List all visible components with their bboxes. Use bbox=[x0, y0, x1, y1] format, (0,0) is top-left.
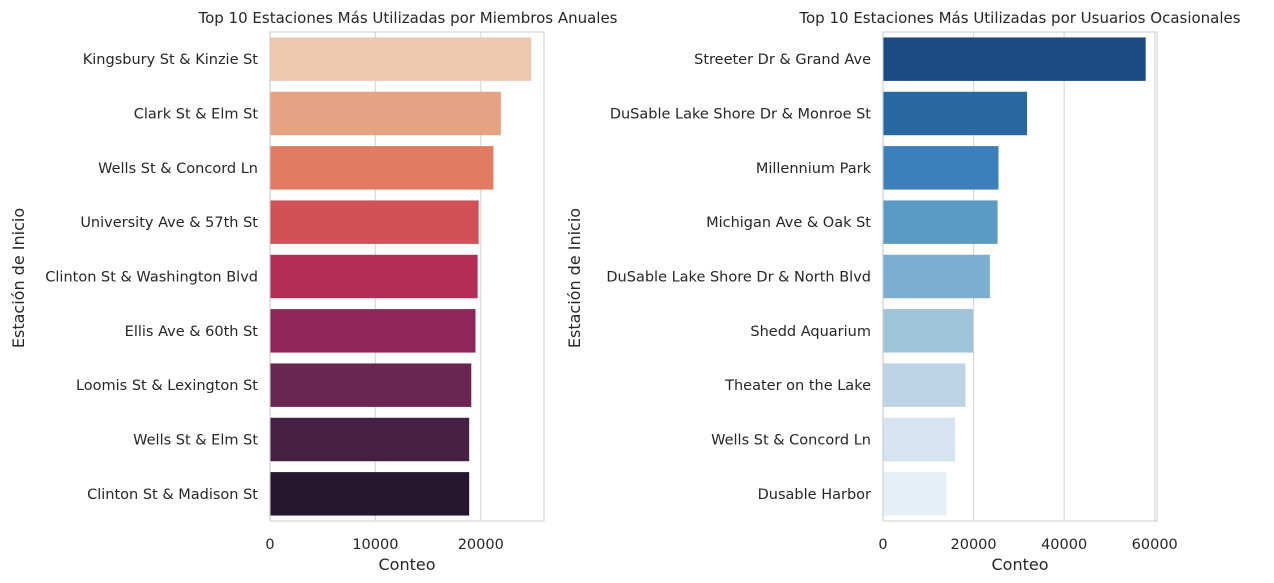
y-tick-label: University Ave & 57th St bbox=[80, 215, 258, 231]
x-tick-label: 60000 bbox=[1132, 537, 1178, 553]
y-tick-label: Wells St & Concord Ln bbox=[98, 161, 258, 177]
y-tick-label: DuSable Lake Shore Dr & Monroe St bbox=[610, 107, 871, 123]
y-tick-label: Dusable Harbor bbox=[758, 487, 871, 503]
y-tick-label: Shedd Aquarium bbox=[750, 324, 871, 340]
bar bbox=[270, 363, 472, 407]
bar bbox=[883, 200, 998, 244]
chart-title: Top 10 Estaciones Más Utilizadas por Mie… bbox=[197, 9, 617, 27]
y-tick-label: Wells St & Elm St bbox=[133, 433, 258, 449]
x-tick-label: 10000 bbox=[352, 537, 398, 553]
y-tick-label: Clinton St & Washington Blvd bbox=[45, 270, 258, 286]
x-axis-label: Conteo bbox=[378, 555, 435, 574]
plot-frame bbox=[882, 31, 1158, 522]
plot-frame bbox=[269, 31, 545, 522]
y-tick-label: Wells St & Concord Ln bbox=[711, 433, 871, 449]
y-tick-label: Clark St & Elm St bbox=[134, 107, 259, 123]
bar bbox=[270, 309, 476, 353]
y-tick-label: Loomis St & Lexington St bbox=[76, 378, 258, 394]
y-tick-label: Kingsbury St & Kinzie St bbox=[83, 52, 259, 68]
y-tick-label: Michigan Ave & Oak St bbox=[706, 215, 871, 231]
y-axis-label: Estación de Inicio bbox=[9, 208, 28, 348]
x-axis-label: Conteo bbox=[991, 555, 1048, 574]
y-tick-label: Clinton St & Madison St bbox=[87, 487, 258, 503]
x-tick-label: 0 bbox=[878, 537, 887, 553]
bar bbox=[270, 200, 479, 244]
bar bbox=[270, 472, 470, 516]
bar bbox=[270, 37, 532, 81]
chart-panel-casual: Streeter Dr & Grand Ave DuSable Lake Shor… bbox=[565, 9, 1241, 574]
chart-panel-members: Kingsbury St & Kinzie St Clark St & Elm S… bbox=[9, 9, 618, 574]
bar bbox=[883, 254, 990, 299]
bar bbox=[270, 417, 470, 462]
bar bbox=[883, 91, 1028, 136]
y-tick-label: Streeter Dr & Grand Ave bbox=[694, 52, 871, 68]
bar bbox=[883, 146, 999, 190]
bar bbox=[883, 309, 974, 353]
x-tick-label: 20000 bbox=[458, 537, 504, 553]
y-axis-label: Estación de Inicio bbox=[565, 208, 584, 348]
bar bbox=[270, 91, 501, 136]
y-tick-label: DuSable Lake Shore Dr & North Blvd bbox=[606, 270, 871, 286]
y-tick-label: Theater on the Lake bbox=[724, 378, 871, 394]
x-tick-label: 20000 bbox=[951, 537, 997, 553]
bar bbox=[270, 254, 478, 299]
bar bbox=[883, 472, 947, 516]
bar bbox=[883, 37, 1146, 81]
y-tick-label: Millennium Park bbox=[756, 161, 872, 177]
bar bbox=[883, 417, 956, 462]
chart-title: Top 10 Estaciones Más Utilizadas por Usu… bbox=[798, 9, 1240, 27]
x-tick-label: 0 bbox=[265, 537, 274, 553]
bar bbox=[883, 363, 966, 407]
bar bbox=[270, 146, 494, 190]
y-tick-label: Ellis Ave & 60th St bbox=[125, 324, 259, 340]
x-tick-label: 40000 bbox=[1041, 537, 1087, 553]
